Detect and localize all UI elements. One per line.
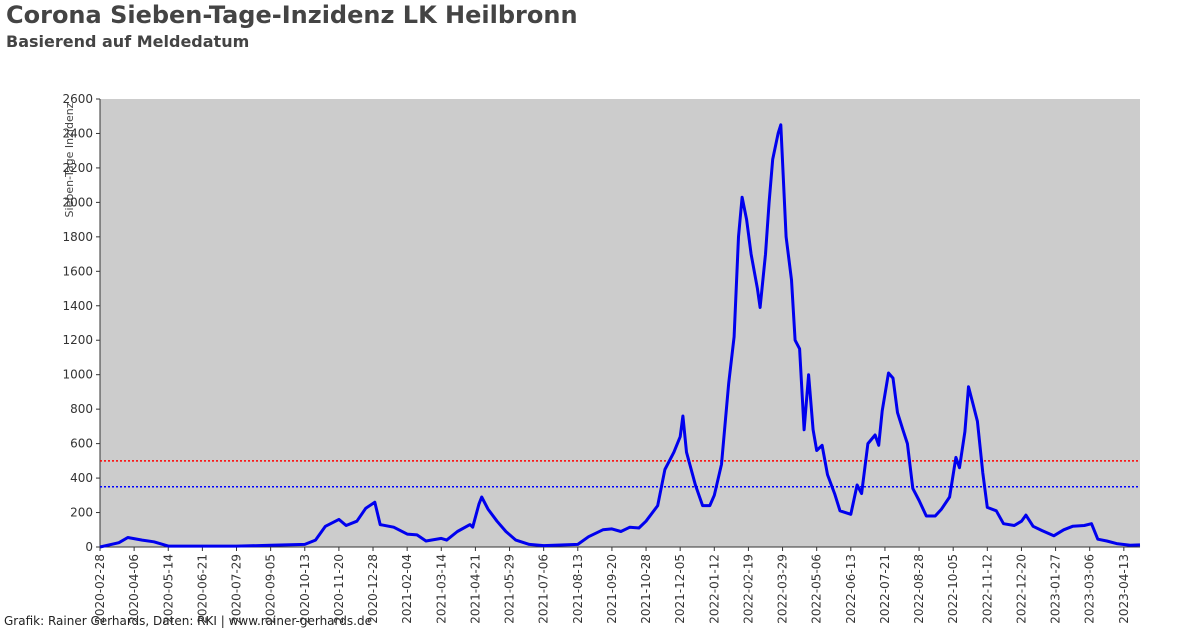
x-tick-label: 2020-07-29 xyxy=(230,554,244,624)
y-tick-label: 2200 xyxy=(62,161,93,175)
y-tick-label: 2400 xyxy=(62,126,93,140)
x-tick-label: 2021-02-04 xyxy=(400,554,414,624)
x-tick-label: 2022-05-06 xyxy=(810,554,824,624)
footer: Grafik: Rainer Gerhards, Daten: RKI | ww… xyxy=(4,614,372,628)
x-tick-label: 2020-10-13 xyxy=(298,554,312,624)
x-tick-label: 2022-10-05 xyxy=(946,554,960,624)
x-tick-label: 2021-07-06 xyxy=(537,554,551,624)
x-tick-label: 2021-05-29 xyxy=(503,554,517,624)
x-tick-label: 2023-01-27 xyxy=(1049,554,1063,624)
y-tick-label: 1400 xyxy=(62,299,93,313)
y-tick-label: 400 xyxy=(70,471,93,485)
x-tick-label: 2022-02-19 xyxy=(741,554,755,624)
x-tick-label: 2021-12-05 xyxy=(673,554,687,624)
x-tick-label: 2022-11-12 xyxy=(980,554,994,624)
x-tick-label: 2022-01-12 xyxy=(707,554,721,624)
y-tick-label: 1800 xyxy=(62,230,93,244)
x-tick-label: 2021-04-21 xyxy=(468,554,482,624)
x-tick-label: 2021-09-20 xyxy=(605,554,619,624)
y-tick-label: 800 xyxy=(70,402,93,416)
y-tick-label: 1200 xyxy=(62,333,93,347)
plot-background xyxy=(100,99,1140,547)
x-tick-label: 2022-08-28 xyxy=(912,554,926,624)
x-tick-label: 2020-05-14 xyxy=(161,554,175,624)
x-tick-label: 2020-12-28 xyxy=(366,554,380,624)
x-tick-label: 2020-06-21 xyxy=(195,554,209,624)
y-tick-label: 0 xyxy=(85,540,93,554)
y-tick-label: 200 xyxy=(70,506,93,520)
y-tick-label: 600 xyxy=(70,437,93,451)
x-tick-label: 2022-03-29 xyxy=(776,554,790,624)
y-tick-label: 1600 xyxy=(62,264,93,278)
y-tick-label: 2000 xyxy=(62,195,93,209)
x-tick-label: 2023-04-13 xyxy=(1117,554,1131,624)
x-tick-label: 2022-06-13 xyxy=(844,554,858,624)
x-tick-label: 2020-09-05 xyxy=(264,554,278,624)
chart-subtitle: Basierend auf Meldedatum xyxy=(6,32,249,51)
x-tick-label: 2020-04-06 xyxy=(127,554,141,624)
x-tick-label: 2021-10-28 xyxy=(639,554,653,624)
y-axis-label: Sieben-Tage Inzidenz xyxy=(63,102,76,217)
x-tick-label: 2020-11-20 xyxy=(332,554,346,624)
y-tick-label: 2600 xyxy=(62,92,93,106)
x-tick-label: 2020-02-28 xyxy=(93,554,107,624)
x-tick-label: 2022-07-21 xyxy=(878,554,892,624)
y-tick-label: 1000 xyxy=(62,368,93,382)
data-line xyxy=(99,123,1141,549)
x-tick-label: 2023-03-06 xyxy=(1083,554,1097,624)
chart-title: Corona Sieben-Tage-Inzidenz LK Heilbronn xyxy=(6,1,578,29)
x-tick-label: 2021-03-14 xyxy=(434,554,448,624)
x-tick-label: 2022-12-20 xyxy=(1014,554,1028,624)
x-tick-label: 2021-08-13 xyxy=(571,554,585,624)
